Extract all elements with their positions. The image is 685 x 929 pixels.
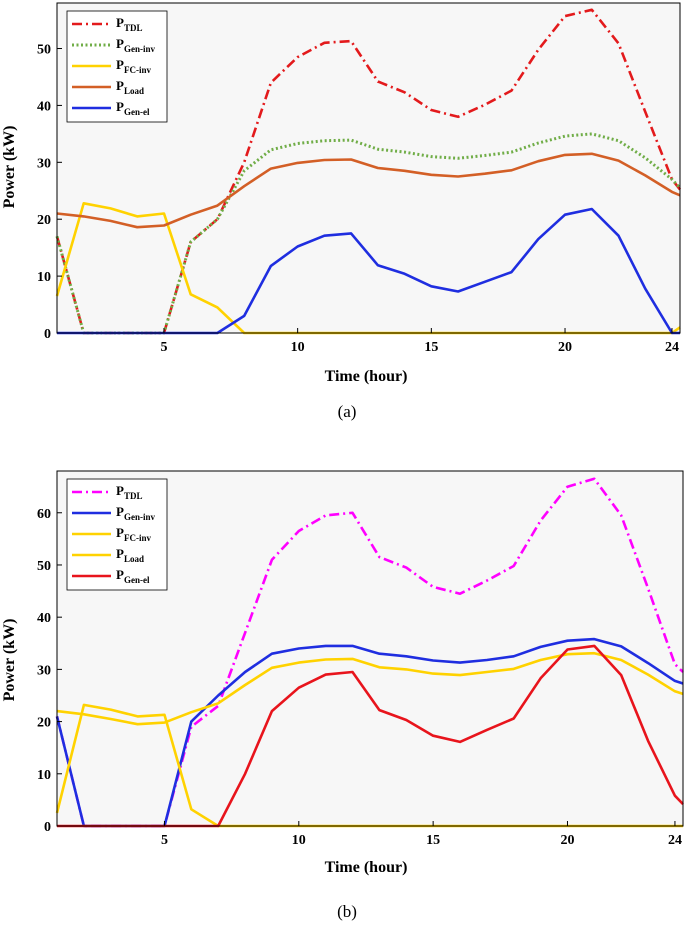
- y-tick-label: 0: [44, 820, 51, 835]
- panel-a-chart: Power (kW) Time (hour) (a) 0 10 20 30 40 50 5 1…: [1, 2, 682, 421]
- axes-frame: [56, 2, 681, 334]
- series-line-load: [56, 651, 684, 726]
- y-tick-label: 10: [37, 768, 51, 783]
- y-tick-label: 40: [37, 611, 51, 626]
- y-tick-label: 40: [37, 99, 51, 114]
- x-tick-label: 10: [292, 833, 306, 848]
- y-tick-label: 50: [37, 559, 51, 574]
- x-tick-label: 10: [291, 340, 305, 355]
- x-tick-label: 5: [161, 833, 168, 848]
- x-tick-label: 24: [665, 340, 679, 355]
- y-tick-label: 10: [37, 270, 51, 285]
- panel-b-xlabel: Time (hour): [325, 859, 408, 876]
- y-tick-label: 20: [37, 213, 51, 228]
- y-tick-label: 30: [37, 156, 51, 171]
- panel-b-ylabel: Power (kW): [1, 619, 18, 702]
- x-tick-label: 15: [424, 340, 438, 355]
- panel-b-caption: (b): [337, 902, 357, 921]
- panel-a-caption: (a): [338, 402, 357, 421]
- y-tick-label: 0: [44, 327, 51, 342]
- panel-a-xlabel: Time (hour): [325, 368, 408, 385]
- y-tick-label: 20: [37, 716, 51, 731]
- y-tick-label: 60: [37, 507, 51, 522]
- x-tick-label: 15: [426, 833, 440, 848]
- x-tick-label: 5: [160, 340, 167, 355]
- x-tick-label: 20: [558, 340, 572, 355]
- x-tick-label: 24: [668, 833, 682, 848]
- y-tick-label: 30: [37, 663, 51, 678]
- panel-b-chart: Power (kW) Time (hour) (b) 0 10 20 30 40 50 60…: [1, 470, 684, 921]
- series-line-load: [56, 152, 681, 229]
- panel-a-ylabel: Power (kW): [1, 126, 18, 209]
- y-tick-label: 50: [37, 43, 51, 58]
- axes-frame: [56, 470, 684, 827]
- series-line-tdl: [55, 477, 684, 828]
- x-tick-label: 20: [560, 833, 574, 848]
